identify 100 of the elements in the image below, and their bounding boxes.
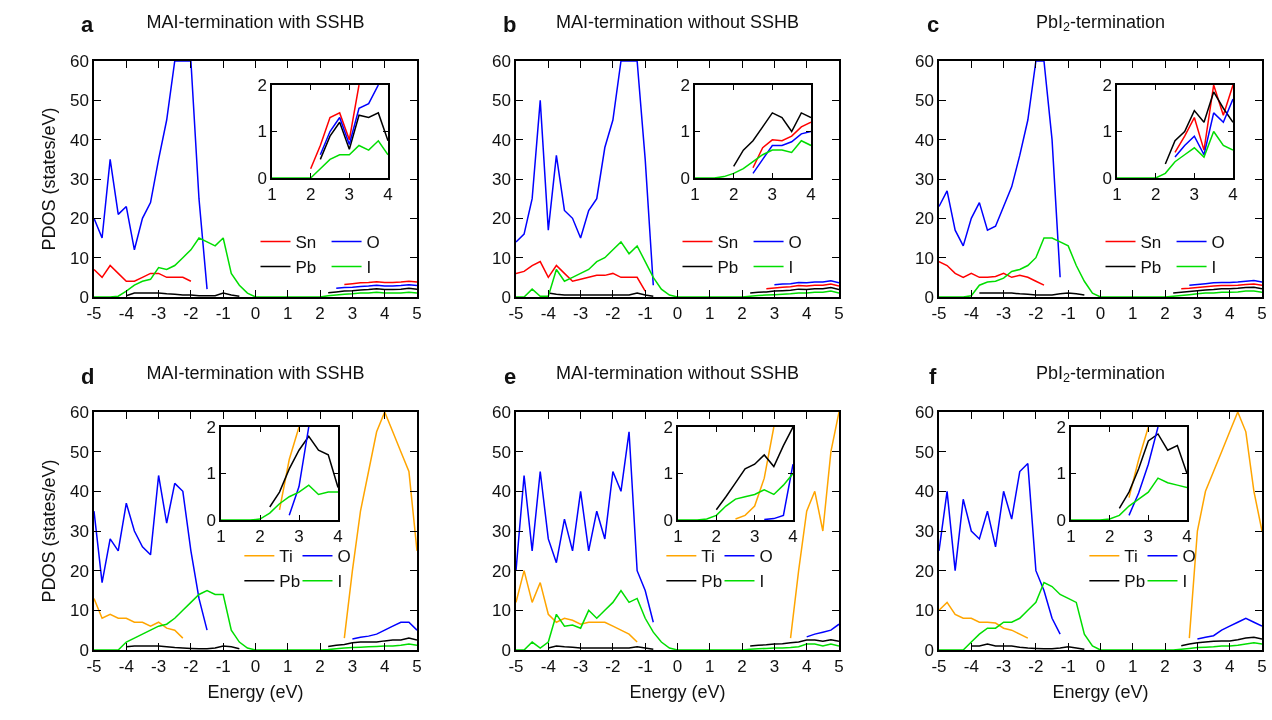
text: a [81, 12, 94, 37]
y-tick-label: 10 [914, 601, 934, 621]
x-tick-label: -3 [996, 657, 1012, 677]
legend-label: O [759, 547, 773, 567]
x-tick-label: 4 [379, 304, 390, 324]
x-tick-label: -2 [1028, 657, 1044, 677]
y-tick-label: 0 [79, 287, 89, 307]
x-tick-label: 1 [705, 657, 715, 677]
x-tick-label: -3 [573, 304, 589, 324]
y-tick-label: 40 [491, 130, 511, 150]
text: d [81, 364, 95, 389]
chart-title: PbI$_{2}$-termination [1035, 11, 1166, 35]
y-tick-label: 0 [257, 168, 267, 188]
x-tick-label: -2 [1028, 304, 1044, 324]
y-tick-label: 40 [914, 482, 934, 502]
x-tick-label: 5 [834, 657, 844, 677]
y-tick-label: 60 [914, 51, 934, 71]
y-tick-label: 60 [69, 51, 89, 71]
chart-title: PbI$_{2}$-termination [1035, 362, 1166, 386]
x-axis-title: Energy (eV) [207, 681, 304, 702]
x-tick-label: -2 [605, 657, 621, 677]
y-tick-label: 50 [491, 442, 511, 462]
x-tick-label: -1 [1060, 657, 1076, 677]
legend-label: O [1182, 547, 1196, 567]
y-tick-label: 2 [257, 75, 267, 95]
x-tick-label: -4 [540, 304, 556, 324]
chart-title: MAI-termination without SSHB [555, 362, 800, 383]
legend-label: Sn [717, 233, 739, 253]
y-tick-label: 40 [491, 482, 511, 502]
x-tick-label: 2 [315, 657, 325, 677]
y-tick-label: 20 [491, 561, 511, 581]
x-tick-label: -1 [215, 657, 231, 677]
x-tick-label: 2 [1160, 304, 1170, 324]
y-axis-title: PDOS (states/eV) [38, 107, 59, 251]
y-tick-label: 50 [914, 91, 934, 111]
legend-label: I [1182, 572, 1188, 592]
y-tick-label: 30 [914, 169, 934, 189]
legend-label: Ti [279, 547, 293, 567]
y-tick-label: 50 [69, 91, 89, 111]
x-tick-label: -5 [86, 657, 102, 677]
x-tick-label: -1 [1060, 304, 1076, 324]
y-tick-label: 40 [69, 482, 89, 502]
x-tick-label: 5 [412, 304, 422, 324]
legend-label: Ti [701, 547, 715, 567]
y-tick-label: 10 [69, 601, 89, 621]
x-tick-label: -5 [508, 304, 524, 324]
y-tick-label: 1 [680, 122, 690, 142]
y-tick-label: 20 [69, 561, 89, 581]
legend-label: O [337, 547, 351, 567]
y-tick-label: 30 [69, 169, 89, 189]
x-tick-label: 4 [1228, 185, 1238, 205]
y-tick-label: 30 [491, 169, 511, 189]
y-tick-label: 1 [1056, 464, 1066, 484]
x-tick-label: 3 [1189, 185, 1200, 205]
x-tick-label: -2 [605, 304, 621, 324]
y-tick-label: 0 [206, 510, 216, 530]
x-tick-label: -4 [540, 657, 556, 677]
x-tick-label: 3 [749, 527, 760, 547]
x-tick-label: 2 [315, 304, 325, 324]
y-tick-label: 0 [663, 510, 673, 530]
x-tick-label: 1 [283, 657, 293, 677]
legend-label: Pb [717, 258, 739, 278]
x-tick-label: 4 [1224, 304, 1235, 324]
legend-label: Pb [295, 258, 317, 278]
x-tick-label: 3 [1192, 657, 1203, 677]
x-tick-label: -5 [931, 304, 947, 324]
y-tick-label: 0 [79, 640, 89, 660]
y-tick-label: 2 [1102, 75, 1112, 95]
x-tick-label: -5 [931, 657, 947, 677]
x-tick-label: -3 [573, 657, 589, 677]
y-tick-label: 2 [206, 417, 216, 437]
x-tick-label: 2 [728, 185, 739, 205]
y-tick-label: 50 [69, 442, 89, 462]
legend-label: I [1211, 258, 1217, 278]
legend-label: Pb [279, 572, 301, 592]
x-tick-label: 5 [1257, 304, 1267, 324]
y-tick-label: 50 [491, 91, 511, 111]
x-tick-label: 5 [1257, 657, 1267, 677]
x-tick-label: -3 [151, 657, 167, 677]
y-tick-label: 0 [924, 640, 934, 660]
y-tick-label: 0 [501, 287, 511, 307]
y-tick-label: 20 [914, 209, 934, 229]
y-tick-label: 30 [491, 521, 511, 541]
y-tick-label: 0 [924, 287, 934, 307]
x-tick-label: 1 [283, 304, 293, 324]
x-tick-label: 4 [801, 304, 812, 324]
x-tick-label: -2 [183, 304, 199, 324]
y-tick-label: 10 [491, 601, 511, 621]
x-tick-label: 3 [347, 304, 358, 324]
x-tick-label: 3 [347, 657, 358, 677]
x-tick-label: 2 [305, 185, 316, 205]
y-tick-label: 20 [914, 561, 934, 581]
x-tick-label: -3 [996, 304, 1012, 324]
x-tick-label: -5 [86, 304, 102, 324]
y-tick-label: 40 [69, 130, 89, 150]
y-tick-label: 60 [914, 402, 934, 422]
x-tick-label: 3 [1143, 527, 1154, 547]
legend-label: Pb [1140, 258, 1162, 278]
x-tick-label: 4 [801, 657, 812, 677]
x-tick-label: -3 [151, 304, 167, 324]
